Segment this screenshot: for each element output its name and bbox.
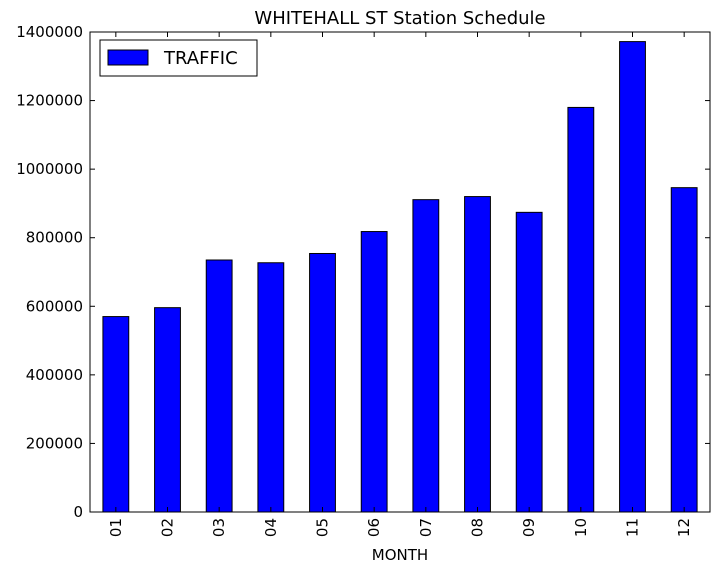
x-tick-label: 11 [624, 518, 642, 537]
bars-layer [102, 41, 698, 513]
x-axis-label: MONTH [372, 546, 428, 564]
bar-08 [464, 196, 491, 513]
x-tick-label: 08 [469, 518, 487, 537]
x-tick-label: 07 [417, 518, 435, 537]
y-tick-label: 1400000 [16, 23, 83, 41]
bar-10 [567, 106, 595, 513]
bar-12 [670, 187, 698, 513]
y-tick-label: 0 [73, 503, 83, 521]
y-tick-label: 600000 [26, 297, 83, 315]
bar-04 [257, 262, 285, 513]
x-tick-label: 09 [520, 518, 538, 537]
x-tick-label: 04 [262, 518, 280, 537]
bar-09 [515, 211, 543, 513]
x-axis: 01 02 03 04 05 06 07 08 09 10 11 12 [107, 32, 693, 537]
bar-01 [102, 316, 130, 513]
bar-11 [619, 41, 646, 513]
y-tick-label: 1000000 [16, 160, 83, 178]
x-tick-label: 05 [314, 518, 332, 537]
x-tick-label: 03 [210, 518, 228, 537]
y-tick-label: 1200000 [16, 92, 83, 110]
bar-05 [309, 252, 336, 513]
plot-frame [89, 31, 711, 513]
x-tick-label: 12 [675, 518, 693, 537]
bar-03 [205, 259, 233, 513]
legend: TRAFFIC [99, 39, 258, 77]
x-tick-label: 02 [159, 518, 177, 537]
y-tick-label: 800000 [26, 229, 83, 247]
chart-title: WHITEHALL ST Station Schedule [254, 8, 545, 29]
bar-02 [154, 307, 181, 513]
legend-label: TRAFFIC [163, 48, 238, 69]
y-tick-label: 200000 [26, 434, 83, 452]
bar-07 [412, 199, 440, 513]
y-tick-label: 400000 [26, 366, 83, 384]
bar-06 [360, 231, 388, 513]
x-tick-label: 06 [365, 518, 383, 537]
x-tick-label: 10 [572, 518, 590, 537]
x-tick-label: 01 [107, 518, 125, 537]
y-axis: 0 200000 400000 600000 800000 1000000 1200000 1… [16, 23, 710, 521]
legend-swatch [107, 49, 149, 66]
